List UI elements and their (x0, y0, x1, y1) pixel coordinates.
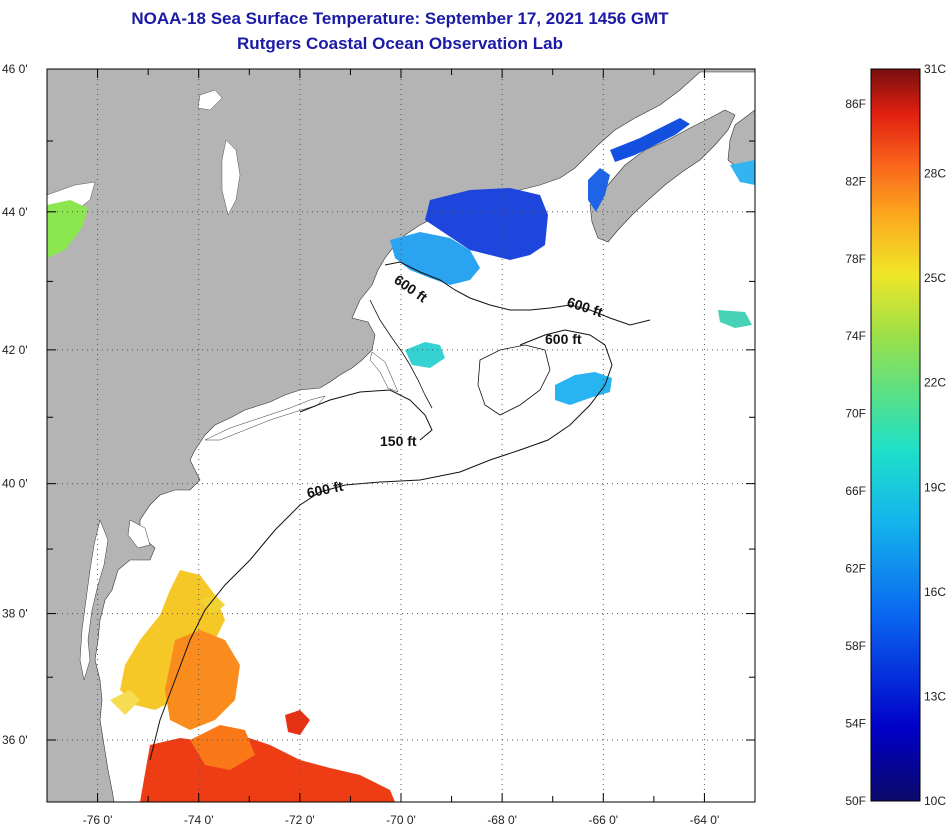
lake-champlain (221, 139, 241, 216)
sst-patch-cape-cod-east (405, 342, 445, 368)
lat-label: 38 0' (2, 607, 28, 621)
sst-patch-lake-ontario (47, 200, 88, 258)
chesapeake-bay (79, 519, 109, 681)
lon-label: -72 0' (285, 813, 315, 827)
colorbar-celsius-label: 31C (924, 62, 946, 76)
colorbar-fahrenheit-label: 50F (845, 794, 866, 808)
map-frame (46, 68, 756, 803)
lat-label: 44 0' (2, 205, 28, 219)
lon-label: -64 0' (690, 813, 720, 827)
colorbar-celsius-label: 25C (924, 271, 946, 285)
colorbar-celsius-label: 28C (924, 167, 946, 181)
contour-150ft (299, 389, 433, 441)
colorbar-labels: 31C 28C 25C 22C 19C 16C 13C 10C 86F 82F 78F 74F 70F 6… (845, 62, 946, 808)
contour-georges-bank-inner (477, 344, 551, 416)
colorbar-fahrenheit-label: 62F (845, 562, 866, 576)
sst-patch-mid-atlantic-orange (165, 630, 240, 730)
long-island-sound (204, 395, 326, 441)
colorbar-fahrenheit-label: 74F (845, 329, 866, 343)
sst-patch-scotian-shelf (718, 310, 752, 328)
graticule (47, 69, 755, 802)
colorbar-celsius-label: 16C (924, 585, 946, 599)
colorbar-celsius-label: 22C (924, 376, 946, 390)
sst-patch-gulf-of-maine (425, 188, 548, 260)
lat-label: 42 0' (2, 343, 28, 357)
colorbar-fahrenheit-label: 82F (845, 174, 866, 188)
lon-label: -70 0' (386, 813, 416, 827)
axis-ticks: 46 0' 44 0' 42 0' 40 0' 38 0' 36 0' -76 0' -74 … (2, 62, 756, 827)
contour-label-600ft-c: 600 ft (545, 331, 582, 347)
sst-patch-nova-scotia-south (588, 168, 610, 212)
lat-label: 36 0' (2, 733, 28, 747)
sst-patch-hatteras-orange (190, 725, 255, 770)
colorbar-fahrenheit-label: 78F (845, 252, 866, 266)
colorbar-celsius-label: 10C (924, 794, 946, 808)
lake-winnipesaukee (197, 89, 223, 111)
contour-gulf-interior (369, 299, 433, 409)
chart-subtitle: Rutgers Coastal Ocean Observation Lab (237, 34, 563, 53)
colorbar-fahrenheit-label: 54F (845, 717, 866, 731)
cape-cod (369, 351, 399, 393)
lon-label: -76 0' (83, 813, 113, 827)
colorbar-fahrenheit-label: 86F (845, 97, 866, 111)
chart-title: NOAA-18 Sea Surface Temperature: Septemb… (131, 9, 669, 28)
land-nova-scotia (589, 109, 736, 243)
contour-label-600ft-e: 600 ft (305, 478, 344, 501)
lon-label: -66 0' (588, 813, 618, 827)
colorbar-fahrenheit-label: 58F (845, 639, 866, 653)
contour-label-150ft: 150 ft (380, 433, 417, 449)
contour-600ft-gulf-maine (384, 261, 651, 326)
sst-patch-nj-shelf (200, 595, 225, 615)
colorbar (870, 68, 921, 802)
sst-patch-bay-of-fundy (610, 118, 690, 162)
sst-patch-va-shelf (110, 690, 140, 715)
delaware-bay (127, 519, 151, 549)
lon-label: -68 0' (487, 813, 517, 827)
contour-600ft-shelf-edge (149, 329, 613, 761)
lat-label: 40 0' (2, 477, 28, 491)
sst-patch-gulf-of-maine-light (390, 232, 480, 285)
lat-label: 46 0' (2, 62, 28, 76)
colorbar-fahrenheit-label: 66F (845, 484, 866, 498)
colorbar-celsius-label: 13C (924, 689, 946, 703)
colorbar-celsius-label: 19C (924, 480, 946, 494)
colorbar-fahrenheit-label: 70F (845, 407, 866, 421)
sst-patch-georges-bank (555, 372, 612, 405)
sst-patch-offshore-red (285, 710, 310, 735)
lon-label: -74 0' (184, 813, 214, 827)
sst-patch-east-edge (730, 160, 755, 185)
